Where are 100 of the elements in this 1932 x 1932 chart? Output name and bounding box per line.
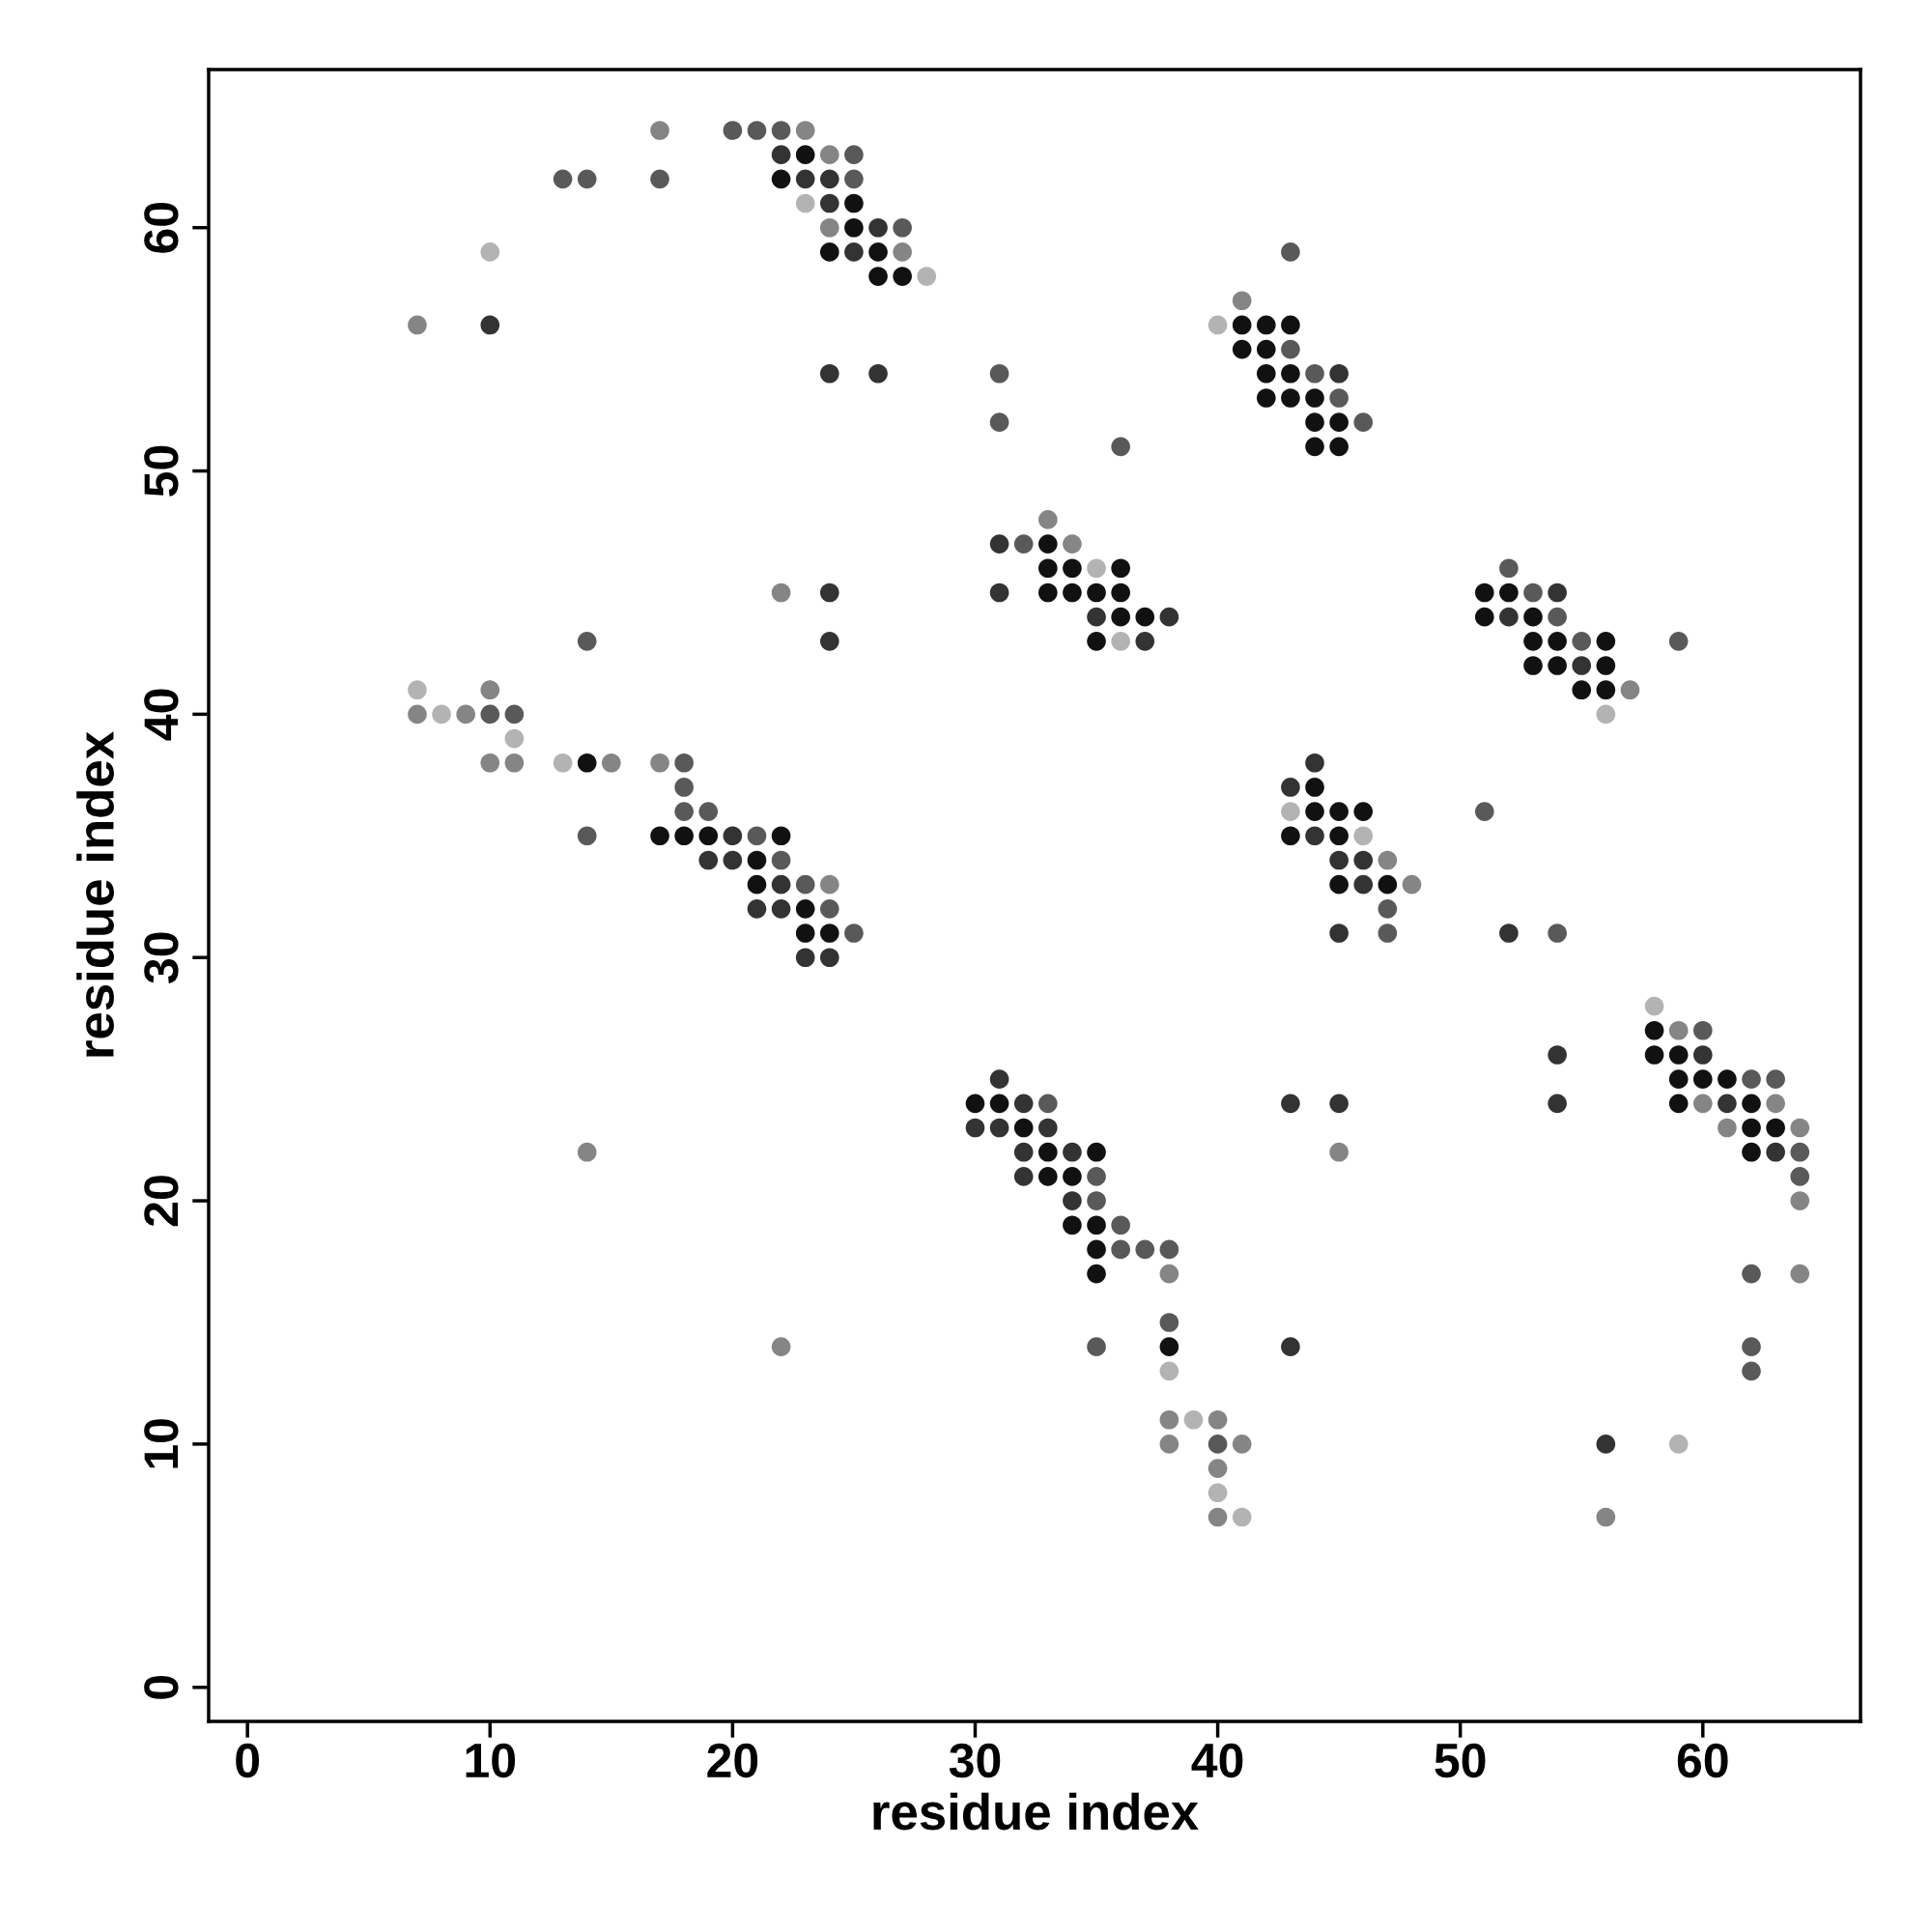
point bbox=[1548, 1094, 1567, 1114]
point bbox=[820, 193, 839, 213]
point bbox=[1766, 1069, 1785, 1089]
point bbox=[820, 145, 839, 164]
point bbox=[820, 874, 839, 895]
point bbox=[1718, 1094, 1737, 1114]
point bbox=[1790, 1191, 1810, 1210]
point bbox=[553, 169, 573, 189]
point bbox=[1305, 363, 1324, 384]
point bbox=[723, 826, 743, 846]
point bbox=[1596, 704, 1616, 724]
point bbox=[989, 1069, 1009, 1089]
point bbox=[1572, 632, 1592, 651]
point bbox=[1087, 1337, 1106, 1356]
point bbox=[698, 850, 719, 870]
y-tick-label: 50 bbox=[144, 445, 179, 497]
point bbox=[1063, 534, 1082, 554]
point bbox=[1135, 1239, 1155, 1260]
point bbox=[893, 242, 912, 262]
point bbox=[1208, 1507, 1228, 1527]
point bbox=[1353, 826, 1374, 846]
point bbox=[844, 145, 864, 164]
point bbox=[577, 1142, 597, 1162]
point bbox=[1159, 1239, 1179, 1260]
point bbox=[1766, 1094, 1785, 1114]
point bbox=[1111, 437, 1130, 457]
point bbox=[1087, 607, 1106, 627]
point bbox=[1790, 1167, 1810, 1186]
point bbox=[1037, 1094, 1058, 1114]
point bbox=[771, 1337, 791, 1356]
point bbox=[408, 680, 427, 700]
point bbox=[1742, 1069, 1761, 1089]
point bbox=[1111, 1215, 1130, 1236]
point bbox=[989, 534, 1009, 554]
point bbox=[1378, 850, 1398, 870]
point bbox=[1013, 1094, 1034, 1114]
point bbox=[1281, 242, 1300, 262]
point bbox=[480, 242, 500, 262]
point bbox=[650, 121, 669, 140]
x-tick-label: 60 bbox=[1677, 1743, 1728, 1778]
point bbox=[820, 169, 839, 189]
point bbox=[577, 632, 597, 651]
point bbox=[698, 802, 719, 821]
point bbox=[1087, 1191, 1106, 1210]
point bbox=[1111, 632, 1130, 651]
point bbox=[504, 753, 525, 773]
point bbox=[795, 874, 815, 895]
point bbox=[577, 169, 597, 189]
x-tick-label: 10 bbox=[466, 1743, 516, 1778]
point bbox=[868, 217, 888, 238]
point bbox=[1159, 1361, 1179, 1381]
point bbox=[1790, 1118, 1810, 1138]
point bbox=[1620, 680, 1640, 700]
point bbox=[747, 121, 767, 140]
point bbox=[893, 217, 912, 238]
point bbox=[1329, 363, 1349, 384]
y-tick-label: 30 bbox=[144, 932, 179, 983]
point bbox=[1329, 388, 1349, 408]
point bbox=[1329, 923, 1349, 943]
point bbox=[989, 363, 1009, 384]
point bbox=[989, 412, 1009, 432]
point bbox=[480, 315, 500, 335]
point bbox=[1329, 850, 1349, 870]
point bbox=[432, 704, 451, 724]
point bbox=[771, 874, 791, 895]
point bbox=[844, 242, 864, 262]
point bbox=[1208, 1409, 1228, 1430]
point bbox=[480, 753, 500, 773]
point bbox=[1378, 899, 1398, 919]
point bbox=[1523, 582, 1543, 603]
point bbox=[674, 753, 694, 773]
point bbox=[771, 850, 791, 870]
point bbox=[1668, 1020, 1689, 1040]
point bbox=[1692, 1094, 1713, 1114]
point bbox=[868, 363, 888, 384]
point bbox=[1353, 412, 1374, 432]
point bbox=[1135, 632, 1155, 651]
y-tick-label: 0 bbox=[144, 1675, 179, 1699]
point bbox=[989, 1118, 1009, 1138]
point bbox=[1159, 1313, 1179, 1332]
point bbox=[1548, 1045, 1567, 1065]
point bbox=[1232, 1507, 1252, 1527]
point bbox=[1499, 923, 1519, 943]
point bbox=[1159, 1409, 1179, 1430]
x-tick-label: 30 bbox=[949, 1743, 1001, 1778]
point bbox=[1208, 1459, 1228, 1478]
point bbox=[771, 582, 791, 603]
point bbox=[456, 704, 475, 724]
point bbox=[408, 704, 427, 724]
point bbox=[1232, 291, 1252, 311]
point bbox=[795, 169, 815, 189]
y-tick-label: 40 bbox=[144, 689, 179, 741]
point bbox=[1402, 874, 1422, 895]
point bbox=[1037, 1118, 1058, 1138]
point bbox=[1548, 607, 1567, 627]
point bbox=[820, 899, 839, 919]
point bbox=[844, 923, 864, 943]
point bbox=[1208, 1435, 1228, 1454]
point bbox=[577, 826, 597, 846]
point bbox=[771, 145, 791, 164]
